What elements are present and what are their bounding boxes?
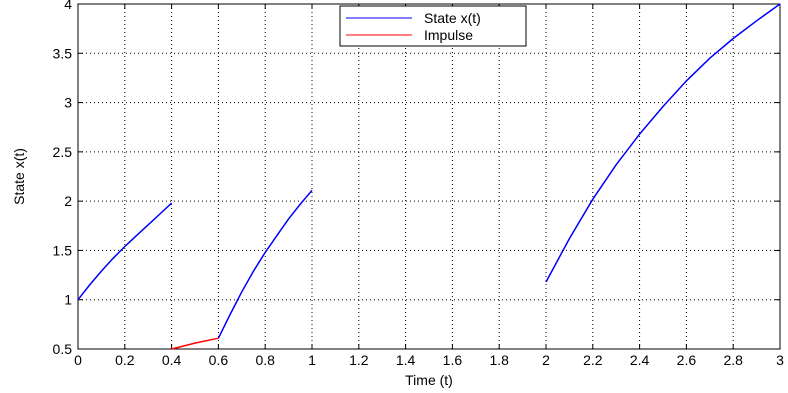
y-axis-label: State x(t) <box>11 148 27 205</box>
x-tick-label: 3 <box>776 352 784 368</box>
series-lines <box>77 3 781 350</box>
x-tick-label: 1.6 <box>443 352 463 368</box>
x-tick-label: 0.8 <box>255 352 275 368</box>
y-tick-label: 2 <box>64 193 72 209</box>
x-tick-label: 1 <box>308 352 316 368</box>
x-tick-label: 2.6 <box>677 352 697 368</box>
x-tick-label: 2.8 <box>723 352 743 368</box>
x-tick-label: 1.4 <box>396 352 416 368</box>
x-tick-label: 2.4 <box>630 352 650 368</box>
y-tick-label: 3.5 <box>53 45 73 61</box>
x-tick-label: 1.2 <box>349 352 369 368</box>
axis-ticks: 0 0.2 0.4 0.6 0.8 1 1.2 1.4 1.6 1.8 2 2.2 2.4 2.6 2.8 3… <box>53 0 785 368</box>
x-tick-label: 0.2 <box>115 352 135 368</box>
legend-box <box>339 5 527 47</box>
x-tick-label: 0.6 <box>209 352 229 368</box>
x-tick-label: 1.8 <box>489 352 509 368</box>
y-tick-label: 0.5 <box>53 341 73 357</box>
legend-label-state: State x(t) <box>424 10 481 26</box>
y-tick-label: 1 <box>64 292 72 308</box>
y-tick-label: 1.5 <box>53 242 73 258</box>
legend-label-impulse: Impulse <box>424 27 473 43</box>
x-tick-label: 0 <box>74 352 82 368</box>
grid-lines <box>78 4 780 349</box>
x-tick-label: 0.4 <box>162 352 182 368</box>
impulse-series-line <box>171 337 219 350</box>
state-series-line <box>545 3 781 283</box>
x-tick-label: 2 <box>542 352 550 368</box>
x-axis-label: Time (t) <box>405 372 453 388</box>
legend: State x(t) Impulse <box>339 5 527 47</box>
x-tick-label: 2.2 <box>583 352 603 368</box>
y-tick-label: 4 <box>64 0 72 12</box>
state-series-line <box>77 202 173 301</box>
state-series-line <box>217 189 313 339</box>
y-tick-label: 2.5 <box>53 144 73 160</box>
y-tick-label: 3 <box>64 95 72 111</box>
plot-frame <box>77 3 781 350</box>
